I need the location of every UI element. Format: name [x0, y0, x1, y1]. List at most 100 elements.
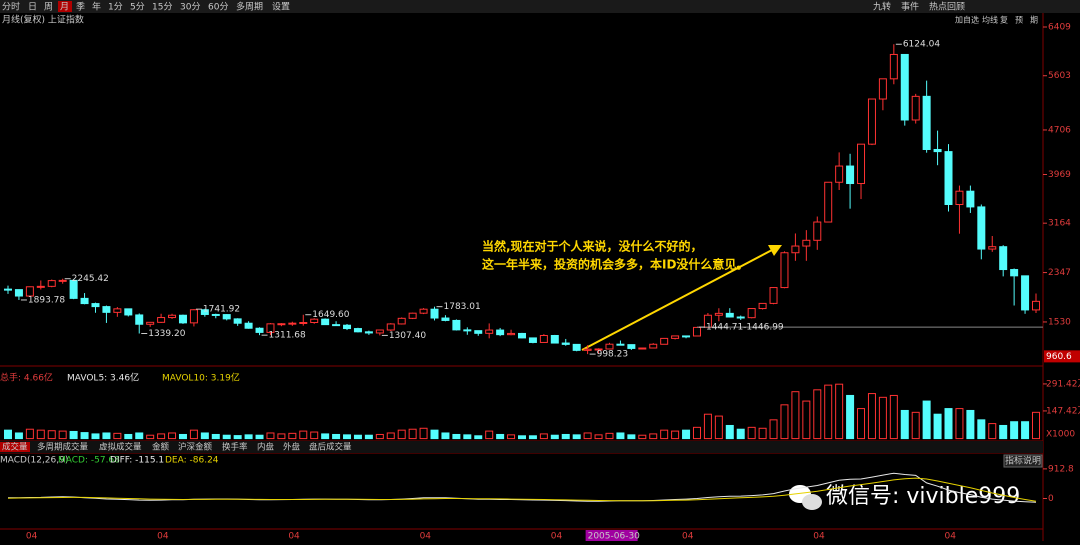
indicator-tab[interactable]: 沪深金额	[178, 442, 213, 453]
candle-body	[200, 309, 209, 315]
period-tab[interactable]: 季	[76, 1, 85, 13]
candle-body	[594, 348, 603, 351]
toolbar-bg	[0, 0, 1080, 13]
volume-bar	[408, 428, 417, 440]
volume-bar	[332, 433, 341, 440]
price-annotation: 1649.60	[312, 310, 349, 320]
volume-bar	[80, 432, 89, 440]
candle-body	[288, 322, 297, 325]
price-annotation: 1741.92	[203, 305, 240, 315]
volume-bar	[977, 419, 986, 440]
candle-body	[343, 324, 352, 330]
volume-legend: MAVOL10: 3.19亿	[162, 372, 240, 384]
candle-body	[277, 323, 286, 326]
side-button[interactable]: 加自选	[955, 15, 979, 25]
toolbar-button[interactable]: 事件	[901, 1, 919, 13]
volume-bar	[14, 432, 23, 440]
volume-bar	[692, 426, 701, 440]
indicator-tab[interactable]: 成交量	[2, 442, 28, 453]
chart-header: 月线(复权) 上证指数	[2, 14, 84, 26]
candle-body	[310, 318, 319, 324]
period-tab[interactable]: 1分	[108, 2, 123, 13]
volume-legend: 总手: 4.66亿	[0, 372, 53, 384]
comment: 当然,现在对于个人来说，没什么不好的，	[482, 239, 703, 254]
candle-body	[889, 53, 898, 80]
volume-bar	[714, 415, 723, 440]
help-button[interactable]	[1003, 454, 1043, 468]
indicator-tab[interactable]: 内盘	[257, 442, 275, 453]
period-tab[interactable]: 设置	[272, 2, 290, 13]
volume-bar	[485, 430, 494, 440]
x-tick-label: 04	[420, 532, 432, 542]
side-button[interactable]: 复	[1000, 15, 1008, 25]
period-tab[interactable]: 分时	[2, 1, 20, 13]
period-tab[interactable]: 5分	[130, 2, 145, 13]
candle-body	[572, 343, 581, 351]
candle-body	[485, 329, 494, 334]
volume-bar	[802, 400, 811, 440]
period-tab[interactable]: 周	[44, 2, 53, 13]
volume-bar	[649, 433, 658, 440]
candle-body	[474, 330, 483, 334]
volume-bar	[638, 434, 647, 440]
volume-bar	[58, 430, 67, 440]
candle-body	[168, 314, 177, 319]
x-tick-label: 2005-06-30	[588, 532, 641, 542]
wechat-icon	[789, 485, 822, 510]
side-button[interactable]: 均线	[982, 15, 998, 25]
price-annotation: 998.23	[597, 350, 629, 360]
side-button[interactable]: 期	[1030, 16, 1038, 25]
volume-bar	[189, 429, 198, 440]
candle-body	[649, 343, 658, 349]
volume-bar	[157, 433, 166, 440]
candle-body	[583, 348, 592, 351]
volume-bar	[507, 434, 516, 440]
volume-bar	[419, 427, 428, 440]
volume-bar	[211, 433, 220, 440]
candle-body	[463, 329, 472, 332]
watermark: 微信号: vivible999	[826, 484, 1020, 509]
period-tab[interactable]: 年	[92, 1, 101, 13]
period-tab[interactable]: 30分	[180, 2, 200, 13]
tab-bar	[0, 441, 1043, 453]
price-annotation: 1311.68	[269, 331, 306, 341]
side-button[interactable]: 预	[1015, 15, 1023, 25]
volume-bar	[736, 428, 745, 440]
help-button-label[interactable]: 指标说明	[1005, 455, 1041, 467]
indicator-tab[interactable]: 多周期成交量	[37, 442, 89, 453]
candle-body	[178, 314, 187, 324]
period-tab[interactable]: 60分	[208, 2, 228, 13]
candle-body	[1010, 269, 1019, 277]
toolbar-button[interactable]: 九转	[873, 1, 891, 13]
volume-bar	[550, 434, 559, 440]
volume-bar	[255, 434, 264, 440]
candle-body	[4, 288, 12, 291]
indicator-tab[interactable]: 虚拟成交量	[99, 442, 142, 453]
macd-title: MACD(12,26,9)	[0, 456, 68, 466]
indicator-tab[interactable]: 金额	[152, 442, 170, 453]
y-tick-label: 291.42万	[1046, 379, 1080, 389]
period-tab[interactable]: 月	[60, 2, 69, 13]
y-tick-label: 5603	[1048, 71, 1071, 81]
indicator-tab[interactable]: 换手率	[222, 442, 248, 453]
period-tab[interactable]: 15分	[152, 2, 172, 13]
candle-body	[922, 95, 931, 150]
volume-bar	[561, 433, 570, 440]
candle-body	[386, 323, 395, 331]
period-tab[interactable]: 多周期	[236, 1, 263, 13]
candle-body	[189, 309, 198, 324]
y-tick-label: 147.42万	[1046, 406, 1080, 416]
volume-bar	[1010, 421, 1019, 440]
volume-bar	[911, 411, 920, 440]
period-tab[interactable]: 日	[28, 2, 37, 13]
candle-body	[791, 245, 800, 254]
toolbar-button[interactable]: 热点回顾	[929, 1, 965, 13]
indicator-tab[interactable]: 盘后成交量	[309, 442, 352, 453]
candle-body	[966, 190, 975, 208]
volume-bar	[244, 434, 253, 440]
volume-bar	[944, 408, 953, 440]
candle-body	[113, 308, 122, 313]
candle-body	[769, 287, 778, 304]
indicator-tab[interactable]: 外盘	[283, 442, 301, 453]
y-tick-label: 3164	[1048, 219, 1071, 229]
